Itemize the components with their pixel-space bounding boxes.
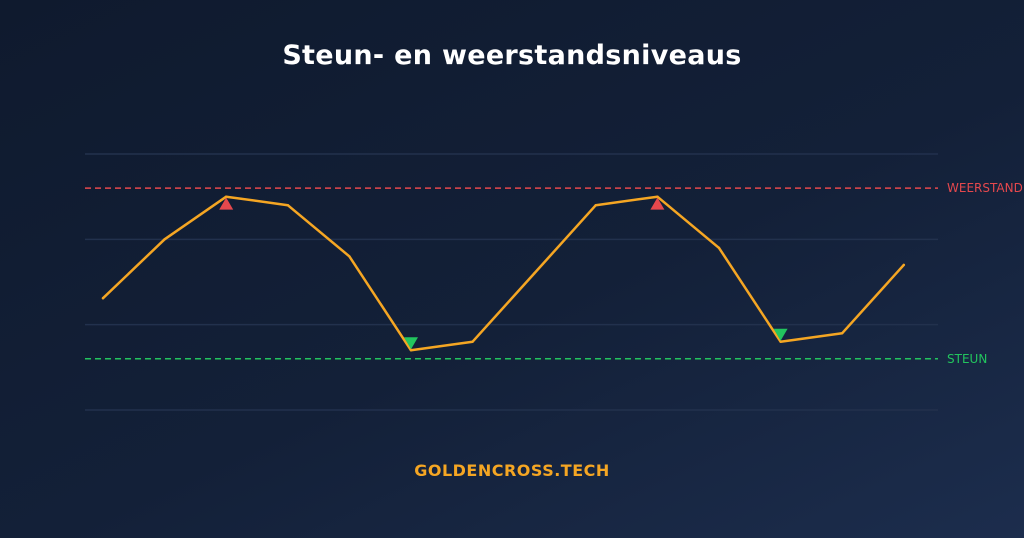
price-point [286, 204, 289, 207]
price-point [841, 332, 844, 335]
support-level-label: STEUN [947, 352, 987, 366]
resistance-level-label: WEERSTAND [947, 181, 1023, 195]
support-touch-marker [404, 337, 418, 350]
price-point [471, 340, 474, 343]
price-point [348, 255, 351, 258]
price-point [533, 272, 536, 275]
price-point [101, 297, 105, 300]
price-point [225, 195, 228, 198]
price-point [717, 246, 721, 250]
levels: WEERSTAND STEUN [85, 181, 1023, 366]
price-point [163, 238, 166, 241]
support-touch-marker [773, 328, 788, 341]
brand-watermark: GOLDENCROSS.TECH [414, 461, 610, 480]
price-point [656, 195, 659, 198]
price-point [409, 349, 413, 352]
price-points [101, 195, 905, 352]
price-point [902, 263, 905, 267]
price-series-line [101, 195, 906, 352]
chart-title: Steun- en weerstandsniveaus [282, 40, 742, 71]
resistance-touch-marker [219, 197, 234, 210]
price-point [779, 340, 782, 343]
gridlines [85, 153, 938, 411]
resistance-touch-marker [650, 197, 665, 210]
touch-markers [219, 197, 788, 350]
price-point [594, 204, 597, 207]
